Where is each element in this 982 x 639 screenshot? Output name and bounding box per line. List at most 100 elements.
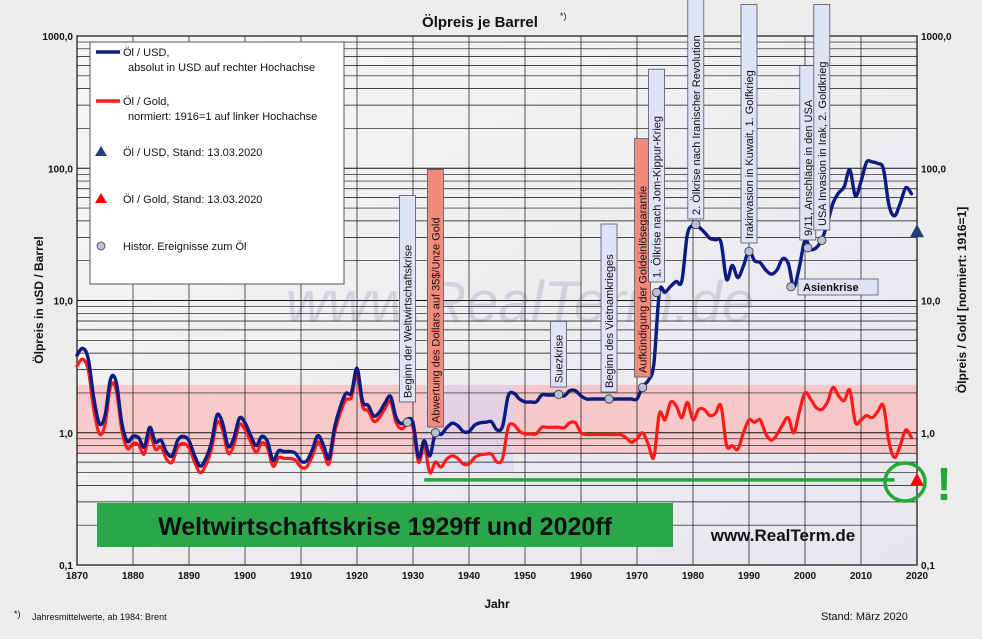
y-tick-label-left: 100,0: [48, 164, 73, 175]
annotation-1: Abwertung des Dollars auf 35$/Unze Gold: [426, 168, 444, 428]
event-marker: [637, 382, 648, 393]
event-marker: [553, 389, 564, 399]
x-tick-label: 1950: [514, 571, 537, 582]
y-axis-label-right: Ölpreis / Gold [normiert: 1916=1]: [954, 207, 969, 393]
annotation-2: Suezkrise: [550, 320, 567, 388]
stand-label: Stand: März 2020: [821, 611, 908, 623]
footnote-mark: *): [14, 609, 21, 619]
annotation-text: 2. Ölkrise nach Iranischer Revolution: [691, 35, 703, 215]
event-marker: [744, 246, 754, 257]
chart-title-sup: *): [560, 11, 567, 21]
banner-box: [97, 503, 673, 547]
legend-label-gold: Öl / Gold,: [123, 96, 169, 108]
annotation-text: Beginn des Vietnamkrieges: [604, 254, 616, 388]
y-tick-label-right: 100,0: [921, 164, 946, 175]
x-tick-label: 1970: [626, 571, 649, 582]
annotation-6: 2. Ölkrise nach Iranischer Revolution: [687, 0, 705, 220]
annotation-box: [797, 278, 879, 296]
y-tick-label-right: 1,0: [921, 429, 935, 440]
x-tick-label: 1900: [234, 571, 257, 582]
annotation-10: Asienkrise: [797, 278, 879, 296]
annotation-box: [740, 4, 758, 244]
current-point-0: [910, 224, 924, 238]
annotation-box: [813, 4, 831, 231]
exclamation-mark: !: [936, 458, 951, 510]
annotation-5: 1. Ölkrise nach Jom-Kippur-Krieg: [648, 68, 665, 283]
event-marker: [786, 282, 796, 292]
legend-label-events: Histor. Ereignisse zum Öl: [123, 241, 246, 253]
x-tick-label: 1890: [178, 571, 201, 582]
annotation-text: Asienkrise: [803, 282, 859, 294]
annotation-8: 9/11, Anschläge in den USA: [799, 65, 817, 241]
chart-title: Ölpreis je Barrel: [422, 14, 538, 31]
annotation-text: USA Invasion in Irak, 2. Goldkrieg: [817, 62, 829, 226]
annotation-text: Beginn der Weltwirtschaftskrise: [402, 245, 414, 398]
event-marker: [817, 235, 827, 245]
footnote-text: Jahresmittelwerte, ab 1984: Brent: [32, 612, 167, 622]
legend-box: [89, 41, 345, 285]
annotation-text: Suezkrise: [554, 335, 566, 383]
y-tick-label-right: 1000,0: [921, 32, 952, 43]
legend: Öl / USD, absolut in USD auf rechter Hoc…: [89, 41, 345, 285]
event-marker: [651, 287, 662, 298]
legend-label-usd: Öl / USD,: [123, 47, 169, 59]
current-point-1: [910, 472, 924, 486]
annotation-text: 1. Ölkrise nach Jom-Kippur-Krieg: [652, 116, 664, 278]
annotation-text: Aufkündigung der Goldeinlösegarantie: [638, 186, 650, 373]
event-marker: [402, 417, 412, 427]
x-tick-label: 2000: [794, 571, 817, 582]
annotation-box: [426, 168, 444, 428]
x-tick-label: 1940: [458, 571, 481, 582]
annotation-text: 9/11, Anschläge in den USA: [803, 99, 815, 236]
legend-triangle-usd-icon: [95, 146, 107, 156]
highlight-circle: [883, 461, 927, 503]
plot-area: [76, 35, 918, 566]
x-tick-label: 1990: [738, 571, 761, 582]
legend-label-gold-stand: Öl / Gold, Stand: 13.03.2020: [123, 194, 262, 206]
event-marker: [803, 243, 813, 253]
legend-event-circle-icon: [96, 241, 106, 251]
annotation-9: USA Invasion in Irak, 2. Goldkrieg: [813, 4, 831, 231]
x-tick-label: 1910: [290, 571, 313, 582]
x-axis-label: Jahr: [484, 597, 510, 611]
event-marker: [430, 428, 440, 438]
annotation-text: Irakinvasion in Kuwait, 1. Golfkrieg: [744, 70, 756, 239]
y-tick-label-left: 1,0: [59, 429, 73, 440]
axes: 0,1 0,1 1,0 1,0 10,0 10,0 100,0 100,0 1000,0 1000…: [42, 32, 952, 582]
annotation-box: [398, 195, 416, 403]
y-tick-label-left: 10,0: [54, 297, 74, 308]
y-tick-label-right: 10,0: [921, 297, 941, 308]
banner-text: Weltwirtschaftskrise 1929ff und 2020ff: [158, 513, 613, 541]
series-line-oil-usd: [75, 158, 914, 468]
annotation-3: Beginn des Vietnamkrieges: [600, 223, 618, 393]
plot-border: [76, 35, 918, 566]
watermark-text: www.RealTerm.de: [286, 270, 754, 335]
legend-label-usd-2: absolut in USD auf rechter Hochachse: [128, 62, 315, 74]
x-tick-label: 2010: [850, 571, 873, 582]
event-layer: Beginn der Weltwirtschaftskrise Abwertung…: [398, 0, 879, 438]
legend-triangle-gold-icon: [95, 193, 107, 203]
x-tick-label: 1920: [346, 571, 369, 582]
x-tick-label: 1980: [682, 571, 705, 582]
y-tick-label-right: 0,1: [921, 561, 935, 572]
annotation-box: [550, 320, 567, 388]
legend-label-usd-stand: Öl / USD, Stand: 13.03.2020: [123, 147, 262, 159]
annotation-box: [600, 223, 618, 393]
annotation-4: Aufkündigung der Goldeinlösegarantie: [634, 138, 651, 378]
y-axis-label-left: Ölpreis in uSD / Barrel: [31, 236, 46, 363]
x-tick-label: 1960: [570, 571, 593, 582]
event-marker: [604, 394, 614, 404]
annotation-0: Beginn der Weltwirtschaftskrise: [398, 195, 416, 403]
annotation-box: [648, 68, 665, 283]
x-tick-label: 1880: [122, 571, 145, 582]
event-marker: [691, 219, 701, 230]
x-tick-label: 1930: [402, 571, 425, 582]
annotation-box: [687, 0, 705, 220]
series-layer: [75, 158, 924, 486]
annotation-7: Irakinvasion in Kuwait, 1. Golfkrieg: [740, 4, 758, 244]
website-label: www.RealTerm.de: [710, 526, 856, 545]
y-tick-label-left: 0,1: [59, 561, 73, 572]
y-tick-label-left: 1000,0: [42, 32, 73, 43]
